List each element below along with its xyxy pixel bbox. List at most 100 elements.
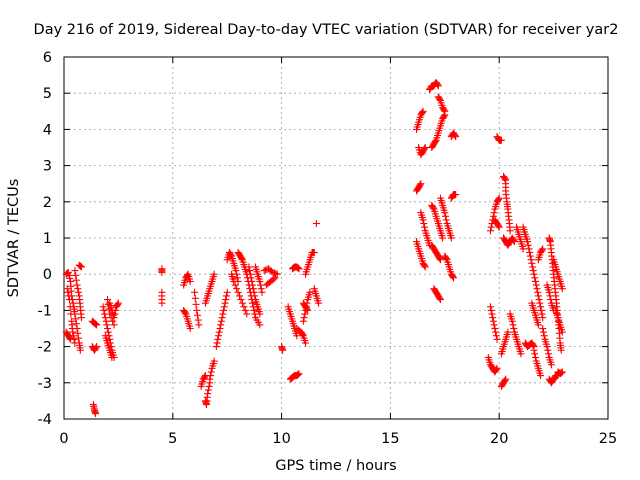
data-point <box>315 299 323 307</box>
data-point <box>490 321 498 329</box>
data-point <box>93 321 101 329</box>
data-point <box>99 303 107 311</box>
y-tick-label: 5 <box>43 86 52 102</box>
data-point <box>442 212 450 220</box>
data-point <box>531 274 539 282</box>
data-point <box>294 264 302 272</box>
data-point <box>77 263 85 271</box>
data-point <box>310 248 318 256</box>
data-point <box>441 107 449 115</box>
data-point <box>301 310 309 318</box>
data-point <box>257 285 265 293</box>
data-point <box>75 288 83 296</box>
data-point <box>302 306 310 314</box>
data-point <box>491 325 499 332</box>
data-point <box>558 285 566 293</box>
data-point <box>531 350 539 358</box>
data-point <box>452 191 460 199</box>
data-point <box>489 314 497 322</box>
data-point <box>65 292 73 300</box>
data-point <box>231 281 239 289</box>
data-point <box>558 369 566 377</box>
data-point <box>217 321 225 329</box>
data-point <box>436 95 444 103</box>
data-point <box>279 346 287 354</box>
data-point <box>528 259 536 267</box>
data-point <box>213 339 221 347</box>
data-point <box>205 382 213 390</box>
data-point <box>201 373 209 381</box>
x-tick-label: 25 <box>599 431 617 447</box>
data-point <box>538 310 546 318</box>
data-point <box>293 332 301 340</box>
data-point <box>210 357 218 365</box>
data-point <box>66 274 74 282</box>
data-point <box>237 296 245 304</box>
data-point <box>302 303 310 311</box>
data-point <box>103 321 111 329</box>
data-point <box>416 181 424 189</box>
data-points <box>62 78 566 418</box>
data-point <box>193 306 201 314</box>
data-point <box>263 265 271 273</box>
axis-ticks <box>63 56 609 420</box>
data-point <box>214 332 222 340</box>
data-point <box>501 376 509 384</box>
data-point <box>545 288 553 296</box>
data-point <box>486 303 494 311</box>
data-point <box>64 268 72 276</box>
data-point <box>183 271 191 279</box>
data-point <box>294 370 302 378</box>
data-point <box>558 328 566 336</box>
data-point <box>250 288 258 296</box>
data-point <box>447 234 455 242</box>
data-point <box>104 296 112 304</box>
data-point <box>191 294 199 302</box>
data-point <box>72 271 80 279</box>
data-point <box>193 311 201 319</box>
data-point <box>495 194 503 202</box>
data-point <box>246 270 254 278</box>
data-point <box>271 274 279 282</box>
data-point <box>238 255 246 263</box>
data-point <box>222 296 230 304</box>
x-tick-label: 0 <box>59 431 68 447</box>
data-point <box>233 274 241 282</box>
data-point <box>191 288 199 296</box>
x-axis-label: GPS time / hours <box>275 458 396 474</box>
data-point <box>104 300 112 308</box>
y-tick-label: 2 <box>43 195 52 211</box>
x-tick-labels: 0 5 10 15 20 25 <box>59 431 617 447</box>
data-point <box>306 288 314 296</box>
data-point <box>312 220 320 228</box>
data-point <box>72 320 80 328</box>
data-point <box>539 325 547 332</box>
data-point <box>294 371 302 379</box>
data-point <box>295 370 303 378</box>
data-point <box>109 317 117 325</box>
data-point <box>492 332 500 340</box>
x-tick-label: 10 <box>272 431 290 447</box>
data-point <box>75 334 83 342</box>
data-point <box>490 209 498 217</box>
data-point <box>71 339 79 347</box>
data-point <box>67 335 75 343</box>
data-point <box>65 271 73 279</box>
data-point <box>302 339 310 347</box>
data-point <box>421 263 429 271</box>
data-point <box>158 268 166 276</box>
data-point <box>436 294 444 302</box>
data-point <box>487 223 495 231</box>
data-point <box>249 285 257 293</box>
data-point <box>260 267 268 275</box>
data-point <box>273 270 281 278</box>
data-point <box>272 270 280 278</box>
data-point <box>537 306 545 314</box>
data-point <box>493 364 501 372</box>
data-point <box>258 288 266 296</box>
data-point <box>531 353 539 361</box>
data-point <box>233 285 241 293</box>
data-point <box>534 288 542 296</box>
data-point <box>256 277 264 285</box>
